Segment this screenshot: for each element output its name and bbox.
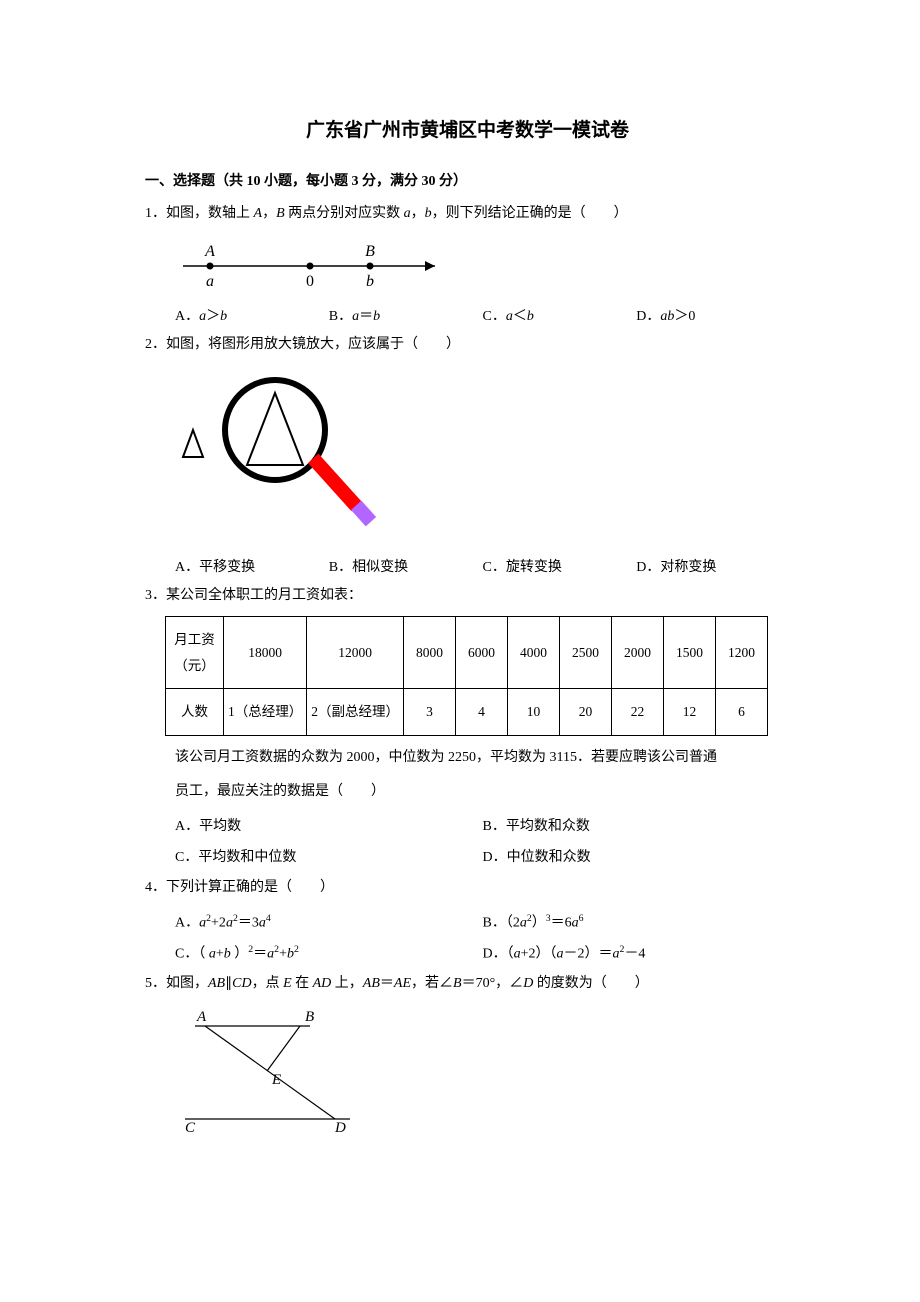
table-cell: 6000 [456,617,508,689]
q1-stem-mid: 两点分别对应实数 [285,206,404,221]
table-cell: 4 [456,689,508,736]
q3-stem: 3．某公司全体职工的月工资如表： [145,588,362,603]
q1-stem-prefix: 1．如图，数轴上 [145,206,254,221]
table-cell: 4000 [508,617,560,689]
q5-stem-pre: 5．如图， [145,976,208,991]
q4-option-C: C．（ a+b ）2＝a2+b2 [175,939,483,970]
table-cell: 1200 [716,617,768,689]
table-cell: 6 [716,689,768,736]
q1-var-A: A [254,206,263,221]
numberline-label-0: 0 [306,273,314,290]
q2-option-D: D．对称变换 [636,554,790,582]
table-cell: 1（总经理） [224,689,307,736]
q4-option-D: D．（a+2）（a－2）＝a2－4 [483,939,791,970]
q4-options: A．a2+2a2＝3a4 B．（2a2）3＝6a6 C．（ a+b ）2＝a2+… [145,908,790,971]
table-cell: 2500 [560,617,612,689]
q1-option-D: D．ab＞0 [636,303,790,331]
geom-label-B: B [305,1009,314,1025]
q5-geometry-figure: A B C D E [175,1004,790,1139]
q2-option-B: B．相似变换 [329,554,483,582]
q3-option-B: B．平均数和众数 [483,812,791,843]
q3-after-2: 员工，最应关注的数据是（ ） [145,778,790,806]
q2-magnifier-figure [175,365,790,550]
geom-label-C: C [185,1120,196,1134]
table-cell: 12 [664,689,716,736]
table-cell: 18000 [224,617,307,689]
q1-option-B: B．a＝b [329,303,483,331]
table-row: 人数 1（总经理） 2（副总经理） 3 4 10 20 22 12 6 [166,689,768,736]
q2-option-A: A．平移变换 [175,554,329,582]
table-cell: 10 [508,689,560,736]
geom-label-A: A [196,1009,207,1025]
table-cell: 8000 [404,617,456,689]
q4-stem: 4．下列计算正确的是（ ） [145,880,334,895]
table-row: 月工资（元） 18000 12000 8000 6000 4000 2500 2… [166,617,768,689]
question-2: 2．如图，将图形用放大镜放大，应该属于（ ） [145,331,790,359]
table-head-count: 人数 [166,689,224,736]
geom-label-D: D [334,1120,346,1134]
q3-option-D: D．中位数和众数 [483,843,791,874]
small-triangle-icon [183,430,203,457]
table-cell: 3 [404,689,456,736]
geom-label-E: E [271,1072,281,1088]
numberline-label-a: a [206,273,214,290]
q1-option-A: A．a＞b [175,303,329,331]
exam-title: 广东省广州市黄埔区中考数学一模试卷 [145,115,790,142]
magnifier-handle-icon [308,454,362,512]
q3-options: A．平均数 B．平均数和众数 C．平均数和中位数 D．中位数和众数 [145,812,790,874]
q2-option-C: C．旋转变换 [483,554,637,582]
table-cell: 1500 [664,617,716,689]
table-cell: 20 [560,689,612,736]
q1-var-b: b [425,206,432,221]
numberline-label-A: A [204,243,215,260]
q1-option-C: C．a＜b [483,303,637,331]
q3-salary-table: 月工资（元） 18000 12000 8000 6000 4000 2500 2… [165,616,768,736]
q4-option-B: B．（2a2）3＝6a6 [483,908,791,939]
table-cell: 22 [612,689,664,736]
numberline-label-b: b [366,273,374,290]
q2-options: A．平移变换 B．相似变换 C．旋转变换 D．对称变换 [145,554,790,582]
question-4: 4．下列计算正确的是（ ） [145,874,790,902]
table-cell: 12000 [307,617,404,689]
q3-option-A: A．平均数 [175,812,483,843]
q1-var-B: B [276,206,285,221]
q1-numberline-figure: A B a 0 b [175,234,790,299]
q1-stem-suffix: ，则下列结论正确的是（ ） [432,206,628,221]
question-1: 1．如图，数轴上 A，B 两点分别对应实数 a，b，则下列结论正确的是（ ） [145,200,790,228]
q1-var-a: a [404,206,411,221]
q3-option-C: C．平均数和中位数 [175,843,483,874]
exam-page: 广东省广州市黄埔区中考数学一模试卷 一、选择题（共 10 小题，每小题 3 分，… [0,0,920,1203]
q1-options: A．a＞b B．a＝b C．a＜b D．ab＞0 [145,303,790,331]
table-cell: 2000 [612,617,664,689]
q4-option-A: A．a2+2a2＝3a4 [175,908,483,939]
table-cell: 2（副总经理） [307,689,404,736]
numberline-label-B: B [365,243,375,260]
section-1-header: 一、选择题（共 10 小题，每小题 3 分，满分 30 分） [145,170,790,190]
question-5: 5．如图，AB∥CD，点 E 在 AD 上，AB＝AE，若∠B＝70°，∠D 的… [145,970,790,998]
question-3: 3．某公司全体职工的月工资如表： [145,582,790,610]
q2-stem: 2．如图，将图形用放大镜放大，应该属于（ ） [145,337,460,352]
q3-after-1: 该公司月工资数据的众数为 2000，中位数为 2250，平均数为 3115．若要… [145,744,790,772]
table-head-salary: 月工资（元） [166,617,224,689]
